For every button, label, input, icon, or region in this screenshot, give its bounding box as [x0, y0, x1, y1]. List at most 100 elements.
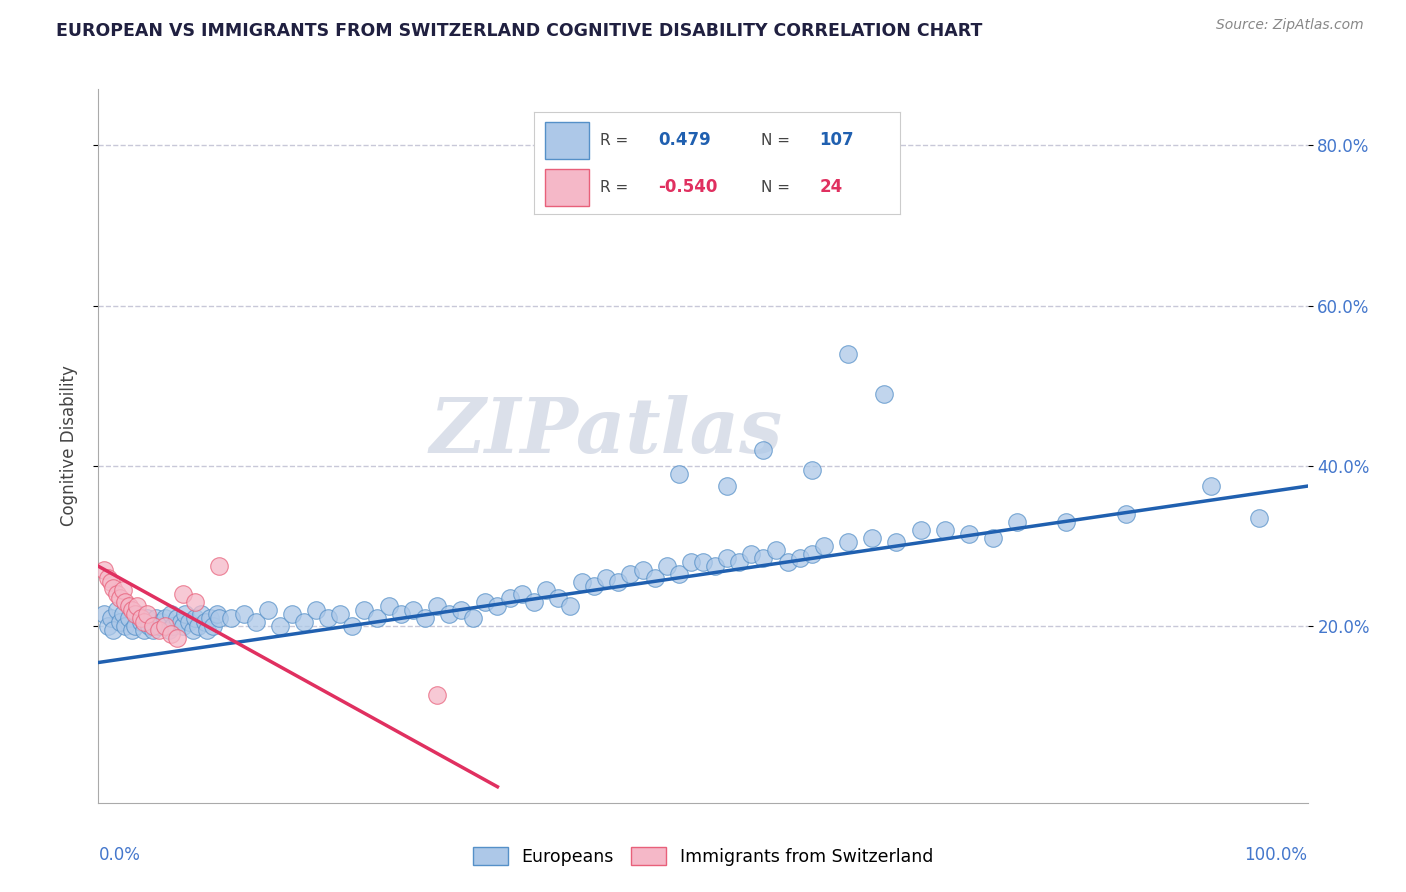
Point — [118, 611, 141, 625]
Point — [153, 611, 176, 625]
Point — [100, 611, 122, 625]
Point — [474, 595, 496, 609]
Point — [1115, 507, 1137, 521]
Text: R =: R = — [600, 180, 628, 195]
Point — [148, 619, 170, 633]
Point — [668, 567, 690, 582]
Bar — [546, 122, 589, 159]
Point — [837, 535, 859, 549]
Point — [221, 611, 243, 625]
Point — [256, 603, 278, 617]
Point — [957, 527, 980, 541]
Point — [486, 599, 509, 614]
Point — [837, 347, 859, 361]
Point — [595, 571, 617, 585]
Point — [934, 523, 956, 537]
Point — [101, 624, 124, 638]
Point — [232, 607, 254, 622]
Point — [873, 387, 896, 401]
Point — [153, 619, 176, 633]
Text: 100.0%: 100.0% — [1244, 846, 1308, 863]
Point — [208, 559, 231, 574]
Point — [402, 603, 425, 617]
Point — [195, 624, 218, 638]
Point — [114, 595, 136, 609]
Point — [619, 567, 641, 582]
Point — [534, 583, 557, 598]
Point — [523, 595, 546, 609]
Point — [138, 619, 160, 633]
Point — [498, 591, 520, 606]
Point — [114, 619, 136, 633]
Point — [716, 479, 738, 493]
Point — [208, 611, 231, 625]
Point — [789, 551, 811, 566]
Point — [583, 579, 606, 593]
Point — [202, 619, 225, 633]
Point — [162, 619, 184, 633]
Point — [97, 619, 120, 633]
Point — [179, 615, 201, 630]
Point — [655, 559, 678, 574]
Text: 107: 107 — [820, 131, 853, 149]
Text: R =: R = — [600, 133, 628, 148]
Point — [269, 619, 291, 633]
Point — [105, 587, 128, 601]
Point — [160, 607, 183, 622]
Point — [157, 624, 180, 638]
Point — [329, 607, 352, 622]
Point — [860, 531, 883, 545]
Point — [366, 611, 388, 625]
Point — [97, 571, 120, 585]
Text: N =: N = — [761, 180, 790, 195]
Point — [124, 607, 146, 622]
Point — [413, 611, 436, 625]
Point — [148, 624, 170, 638]
Point — [101, 581, 124, 595]
Point — [172, 587, 194, 601]
Point — [752, 551, 775, 566]
Point — [910, 523, 932, 537]
Point — [389, 607, 412, 622]
Point — [194, 615, 217, 630]
Point — [886, 535, 908, 549]
Point — [129, 611, 152, 625]
Point — [316, 611, 339, 625]
Point — [353, 603, 375, 617]
Point — [93, 563, 115, 577]
Point — [1199, 479, 1222, 493]
Point — [631, 563, 654, 577]
Text: Source: ZipAtlas.com: Source: ZipAtlas.com — [1216, 18, 1364, 32]
Point — [142, 619, 165, 633]
Point — [108, 591, 131, 606]
Point — [981, 531, 1004, 545]
Point — [704, 559, 727, 574]
Point — [292, 615, 315, 630]
Point — [558, 599, 581, 614]
Point — [679, 555, 702, 569]
Point — [281, 607, 304, 622]
Text: 0.0%: 0.0% — [98, 846, 141, 863]
Point — [377, 599, 399, 614]
Point — [160, 627, 183, 641]
Point — [607, 575, 630, 590]
Point — [174, 607, 197, 622]
Point — [118, 599, 141, 614]
Point — [142, 624, 165, 638]
Point — [245, 615, 267, 630]
Bar — [546, 169, 589, 206]
Point — [181, 624, 204, 638]
Point — [111, 583, 134, 598]
Point — [145, 611, 167, 625]
Point — [644, 571, 666, 585]
Point — [93, 607, 115, 622]
Point — [166, 632, 188, 646]
Point — [800, 547, 823, 561]
Point — [1007, 515, 1029, 529]
Point — [426, 599, 449, 614]
Point — [105, 603, 128, 617]
Point — [668, 467, 690, 481]
Point — [135, 611, 157, 625]
Point — [1054, 515, 1077, 529]
Point — [111, 607, 134, 622]
